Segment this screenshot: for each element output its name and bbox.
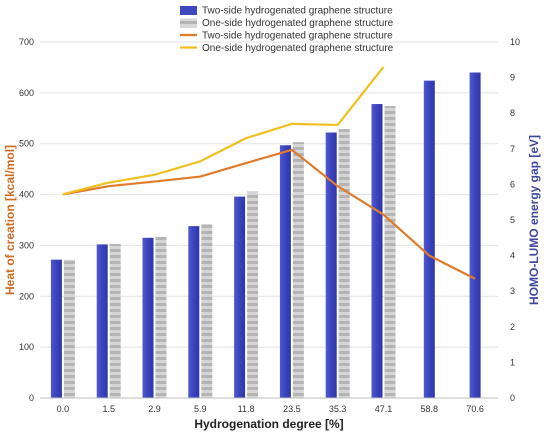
bar-one-side bbox=[247, 191, 259, 398]
bar-two-side bbox=[279, 145, 291, 398]
x-tick-label: 5.9 bbox=[194, 404, 207, 414]
right-axis-title: HOMO-LUMO energy gap [eV] bbox=[527, 135, 541, 305]
legend-label: One-side hydrogenated graphene structure bbox=[202, 18, 394, 29]
x-tick-label: 11.8 bbox=[238, 404, 255, 414]
legend-swatch bbox=[180, 6, 197, 15]
lines bbox=[62, 66, 476, 280]
right-tick-label: 1 bbox=[510, 357, 515, 367]
legend-swatch bbox=[180, 18, 197, 28]
x-tick-label: 35.3 bbox=[329, 404, 347, 414]
right-tick-label: 0 bbox=[510, 393, 515, 403]
left-tick-label: 0 bbox=[29, 393, 34, 403]
right-tick-label: 8 bbox=[510, 108, 515, 118]
right-tick-label: 10 bbox=[510, 37, 520, 47]
right-axis-ticks: 0 1 2 3 4 5 6 7 8 9 10 bbox=[510, 37, 520, 403]
bar-one-side bbox=[63, 259, 75, 398]
x-tick-label: 23.5 bbox=[283, 404, 301, 414]
x-tick-label: 47.1 bbox=[375, 404, 393, 414]
right-tick-label: 7 bbox=[510, 144, 515, 154]
bar-two-side bbox=[50, 259, 62, 398]
left-axis-title: Heat of creation [kcal/mol] bbox=[3, 145, 17, 295]
bar-two-side bbox=[469, 72, 481, 398]
left-axis-ticks: 0 100 200 300 400 500 600 700 bbox=[19, 37, 34, 403]
right-tick-label: 2 bbox=[510, 322, 515, 332]
line-one-side bbox=[62, 66, 385, 196]
bar-two-side bbox=[325, 132, 337, 399]
x-tick-label: 0.0 bbox=[57, 404, 70, 414]
bar-one-side bbox=[109, 243, 121, 398]
left-tick-label: 300 bbox=[19, 240, 34, 250]
bar-two-side bbox=[234, 196, 246, 398]
left-tick-label: 600 bbox=[19, 88, 34, 98]
x-tick-label: 2.9 bbox=[148, 404, 161, 414]
x-tick-label: 70.6 bbox=[466, 404, 484, 414]
x-tick-label: 1.5 bbox=[102, 404, 115, 414]
bar-one-side bbox=[155, 236, 167, 398]
legend-label: One-side hydrogenated graphene structure bbox=[202, 43, 394, 54]
bar-one-side bbox=[384, 106, 396, 398]
bar-one-side bbox=[201, 224, 213, 398]
legend-label: Two-side hydrogenated graphene structure bbox=[202, 6, 393, 17]
line-two-side bbox=[62, 148, 476, 280]
left-tick-label: 100 bbox=[19, 342, 34, 352]
bar-one-side bbox=[338, 128, 350, 399]
bar-two-side bbox=[96, 244, 108, 398]
right-tick-label: 4 bbox=[510, 251, 515, 261]
x-axis-title: Hydrogenation degree [%] bbox=[194, 417, 343, 431]
right-tick-label: 3 bbox=[510, 286, 515, 296]
left-tick-label: 700 bbox=[19, 37, 34, 47]
left-tick-label: 500 bbox=[19, 139, 34, 149]
right-tick-label: 9 bbox=[510, 73, 515, 83]
legend-label: Two-side hydrogenated graphene structure bbox=[202, 31, 393, 42]
bars bbox=[50, 72, 481, 399]
right-tick-label: 6 bbox=[510, 179, 515, 189]
bar-two-side bbox=[371, 104, 383, 398]
left-tick-label: 200 bbox=[19, 291, 34, 301]
bar-two-side bbox=[423, 80, 435, 398]
x-tick-label: 58.8 bbox=[421, 404, 439, 414]
legend: Two-side hydrogenated graphene structure… bbox=[180, 6, 394, 54]
bar-one-side bbox=[292, 142, 304, 398]
bar-two-side bbox=[142, 237, 154, 398]
bar-two-side bbox=[188, 226, 200, 398]
x-axis-ticks: 0.0 1.5 2.9 5.9 11.8 23.5 35.3 47.1 58.8 70.6 bbox=[57, 404, 484, 414]
right-tick-label: 5 bbox=[510, 215, 515, 225]
left-tick-label: 400 bbox=[19, 190, 34, 200]
